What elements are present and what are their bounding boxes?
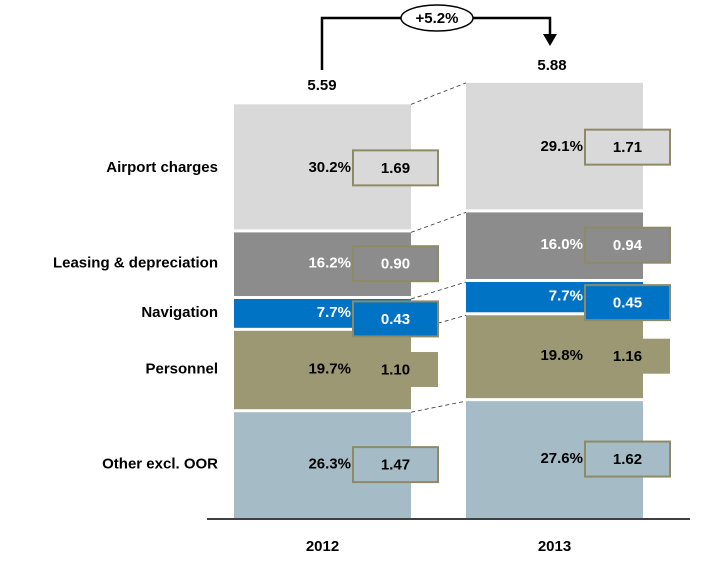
value-box-2012-2 — [352, 300, 439, 338]
growth-label: +5.2% — [416, 10, 459, 27]
value-label-2013-0: 1.62 — [613, 451, 642, 468]
share-label-2012-2: 7.7% — [317, 304, 351, 321]
value-box-2012-4 — [352, 149, 439, 187]
value-label-2013-3: 0.94 — [613, 237, 643, 254]
share-label-2012-1: 19.7% — [308, 360, 351, 377]
series-label-1: Personnel — [145, 360, 218, 377]
growth-badge — [400, 4, 474, 32]
value-box-2012-3 — [352, 245, 439, 283]
value-box-2013-3 — [584, 226, 671, 264]
value-label-2013-2: 0.45 — [613, 295, 642, 312]
share-label-2013-3: 16.0% — [540, 236, 583, 253]
share-label-2013-1: 19.8% — [540, 347, 583, 364]
share-label-2013-2: 7.7% — [549, 288, 583, 305]
value-label-2012-1: 1.10 — [381, 361, 410, 378]
connector-line-2 — [410, 281, 467, 300]
connector-line-3 — [410, 212, 467, 233]
category-label-2013: 2013 — [538, 538, 571, 555]
value-label-2013-4: 1.71 — [613, 139, 642, 156]
value-box-2013-4 — [584, 128, 671, 166]
value-label-2012-3: 0.90 — [381, 256, 410, 273]
share-label-2013-4: 29.1% — [540, 138, 583, 155]
share-label-2012-3: 16.2% — [308, 255, 351, 272]
growth-arrow-head — [543, 34, 557, 46]
value-box-2012-0 — [352, 446, 439, 484]
connector-line-4 — [410, 82, 467, 105]
series-label-4: Airport charges — [106, 159, 218, 176]
series-label-0: Other excl. OOR — [102, 456, 218, 473]
value-label-2012-2: 0.43 — [381, 311, 410, 328]
value-box-2013-1 — [585, 338, 670, 374]
share-label-2013-0: 27.6% — [540, 450, 583, 467]
share-label-2012-0: 26.3% — [308, 456, 351, 473]
value-label-2013-1: 1.16 — [613, 348, 642, 365]
category-label-2012: 2012 — [306, 538, 339, 555]
value-label-2012-0: 1.47 — [381, 457, 410, 474]
total-label-2012: 5.59 — [307, 77, 336, 94]
total-label-2013: 5.88 — [537, 57, 566, 74]
value-box-2012-1 — [353, 352, 438, 388]
series-label-2: Navigation — [141, 304, 218, 321]
value-box-2013-0 — [584, 440, 671, 478]
value-box-2013-2 — [584, 284, 671, 322]
series-label-3: Leasing & depreciation — [53, 255, 218, 272]
share-label-2012-4: 30.2% — [308, 159, 351, 176]
connector-line-0 — [410, 400, 467, 413]
value-label-2012-4: 1.69 — [381, 160, 410, 177]
